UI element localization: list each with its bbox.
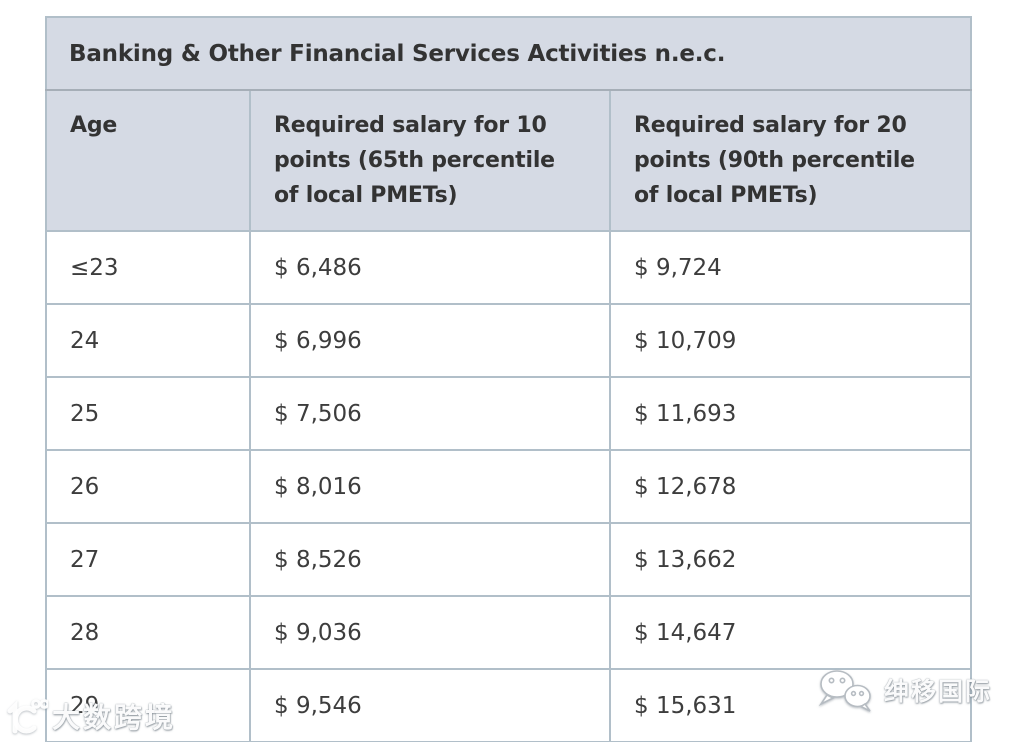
salary-10pts-cell: $ 6,996 xyxy=(249,303,611,378)
salary-20pts-cell: $ 12,678 xyxy=(609,449,972,524)
age-cell: 26 xyxy=(45,449,251,524)
table-row: 24 $ 6,996 $ 10,709 xyxy=(45,303,972,378)
salary-20pts-cell: $ 10,709 xyxy=(609,303,972,378)
table-row: ≤23 $ 6,486 $ 9,724 xyxy=(45,230,972,305)
salary-10pts-cell: $ 6,486 xyxy=(249,230,611,305)
table-row: 25 $ 7,506 $ 11,693 xyxy=(45,376,972,451)
table-row: 29 $ 9,546 $ 15,631 xyxy=(45,668,972,742)
salary-10pts-cell: $ 9,036 xyxy=(249,595,611,670)
table-header-row: Age Required salary for 10 points (65th … xyxy=(45,89,972,232)
salary-10pts-cell: $ 7,506 xyxy=(249,376,611,451)
age-cell: ≤23 xyxy=(45,230,251,305)
age-cell: 28 xyxy=(45,595,251,670)
column-header-age: Age xyxy=(45,89,251,232)
age-cell: 24 xyxy=(45,303,251,378)
column-header-salary-10pts: Required salary for 10 points (65th perc… xyxy=(249,89,611,232)
salary-10pts-cell: $ 8,526 xyxy=(249,522,611,597)
table-title-row: Banking & Other Financial Services Activ… xyxy=(45,16,972,91)
dashu-10100-logo-icon xyxy=(7,699,48,734)
column-header-salary-20pts: Required salary for 20 points (90th perc… xyxy=(609,89,972,232)
age-cell: 27 xyxy=(45,522,251,597)
salary-10pts-cell: $ 8,016 xyxy=(249,449,611,524)
salary-20pts-cell: $ 11,693 xyxy=(609,376,972,451)
table-row: 27 $ 8,526 $ 13,662 xyxy=(45,522,972,597)
salary-20pts-cell: $ 13,662 xyxy=(609,522,972,597)
table-row: 26 $ 8,016 $ 12,678 xyxy=(45,449,972,524)
salary-10pts-cell: $ 9,546 xyxy=(249,668,611,742)
salary-20pts-cell: $ 15,631 xyxy=(609,668,972,742)
salary-table: Banking & Other Financial Services Activ… xyxy=(45,16,972,742)
salary-20pts-cell: $ 9,724 xyxy=(609,230,972,305)
table-row: 28 $ 9,036 $ 14,647 xyxy=(45,595,972,670)
age-cell: 29 xyxy=(45,668,251,742)
age-cell: 25 xyxy=(45,376,251,451)
salary-20pts-cell: $ 14,647 xyxy=(609,595,972,670)
table-title: Banking & Other Financial Services Activ… xyxy=(45,16,972,91)
